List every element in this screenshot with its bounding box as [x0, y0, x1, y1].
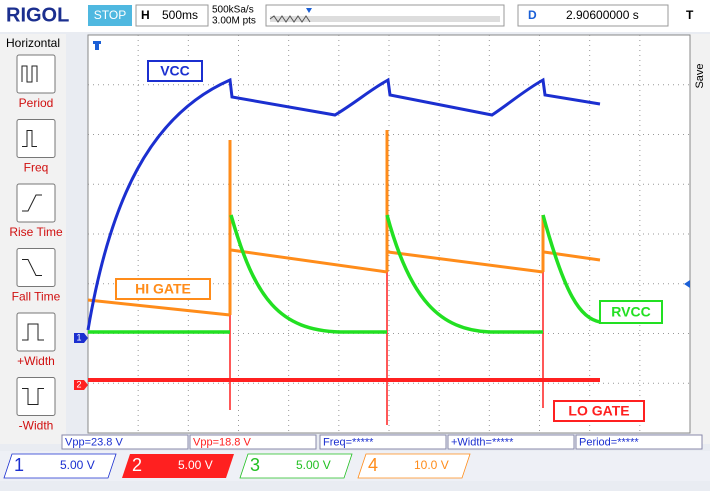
- trigger-marker: [93, 41, 101, 50]
- vcc-label: VCC: [160, 63, 190, 79]
- delay: 2.90600000 s: [566, 8, 639, 22]
- hi-gate-trace: [87, 130, 601, 317]
- menu-icon: [22, 323, 44, 341]
- menu-item[interactable]: Fall Time: [12, 248, 61, 304]
- menu-icon-box: [16, 248, 56, 287]
- memory-bar: [265, 4, 505, 27]
- measurement: Vpp=23.8 V: [65, 436, 123, 448]
- delay-label: D: [528, 8, 537, 22]
- menu-icon: [22, 259, 42, 276]
- trigger-level: [684, 280, 690, 288]
- menu-label: +Width: [17, 354, 55, 368]
- channel-box: [357, 453, 471, 479]
- rvcc-trace: [88, 214, 601, 334]
- menu-label: Period: [19, 96, 54, 110]
- rvcc-label: RVCC: [611, 304, 650, 320]
- menu-icon-box: [16, 377, 56, 416]
- channel-number[interactable]: 4: [368, 455, 378, 475]
- channel-bar: [0, 451, 710, 481]
- menu-item[interactable]: Rise Time: [9, 183, 63, 239]
- lo-gate-label: LO GATE: [568, 403, 629, 419]
- menu-icon: [22, 194, 42, 212]
- menu-icon-box: [16, 312, 56, 352]
- rvcc-label-box: [599, 300, 663, 324]
- measurement-box: [575, 434, 703, 450]
- timebase: 500ms: [162, 8, 198, 22]
- menu-item[interactable]: +Width: [16, 312, 56, 368]
- menu-icon-box: [16, 54, 56, 94]
- channel-scale[interactable]: 10.0 V: [414, 458, 449, 472]
- measurement-box: [189, 434, 317, 450]
- timebase-box[interactable]: [135, 4, 209, 27]
- hi-gate-label: HI GATE: [135, 281, 191, 297]
- side-menu-title: Horizontal: [6, 36, 60, 50]
- menu-items: Period Freq Rise Time Fall Time +Width -Width: [9, 54, 63, 433]
- vcc-trace: [86, 77, 601, 331]
- sample-rate: 500kSa/s: [212, 5, 254, 16]
- ch1-marker-label: 1: [76, 332, 81, 342]
- channel-scale[interactable]: 5.00 V: [178, 458, 213, 472]
- measurement: +Width=*****: [451, 436, 514, 448]
- menu-item[interactable]: Period: [16, 54, 56, 110]
- measurement: Period=*****: [579, 436, 639, 448]
- menu-icon-box: [16, 183, 56, 223]
- menu-label: -Width: [19, 419, 54, 433]
- vcc-label-box: [147, 60, 203, 82]
- menu-label: Rise Time: [9, 225, 63, 239]
- brand: RIGOL: [6, 4, 69, 26]
- delay-box[interactable]: [517, 4, 669, 27]
- menu-icon: [22, 388, 44, 405]
- menu-label: Freq: [24, 161, 49, 175]
- menu-icon: [21, 65, 38, 83]
- hi-gate-label-box: [115, 278, 211, 300]
- channel-scale[interactable]: 5.00 V: [60, 458, 95, 472]
- channel-number[interactable]: 3: [250, 455, 260, 475]
- save-button[interactable]: Save: [694, 63, 706, 88]
- memory-track: [270, 16, 500, 22]
- measurement: Vpp=18.8 V: [193, 436, 251, 448]
- channel-number[interactable]: 1: [14, 455, 24, 475]
- menu-icon: [22, 130, 37, 147]
- menu-item[interactable]: Freq: [16, 119, 56, 175]
- status: STOP: [94, 8, 126, 22]
- ch2-marker: [74, 380, 88, 390]
- menu-label: Fall Time: [12, 290, 61, 304]
- channel-number[interactable]: 2: [132, 455, 142, 475]
- timebase-label: H: [141, 8, 150, 22]
- right-menu: [690, 34, 710, 444]
- channel-box: [3, 453, 117, 479]
- measurements: Vpp=23.8 V Vpp=18.8 V Freq=***** +Width=***…: [61, 434, 703, 450]
- measurement-box: [61, 434, 189, 450]
- ch1-marker: [74, 333, 88, 343]
- channel-active-box: [122, 454, 234, 478]
- measurement-box: [447, 434, 575, 450]
- measurement-box: [319, 434, 447, 450]
- side-menu: [0, 34, 66, 444]
- status-box[interactable]: [88, 5, 132, 26]
- channel-box: [239, 453, 353, 479]
- ch2-marker-label: 2: [76, 379, 81, 389]
- memory-window: [269, 15, 311, 23]
- memory-depth: 3.00M pts: [212, 16, 256, 27]
- menu-item[interactable]: -Width: [16, 377, 56, 433]
- trigger-pos: [306, 8, 312, 13]
- channel-scale[interactable]: 5.00 V: [296, 458, 331, 472]
- measurement: Freq=*****: [323, 436, 374, 448]
- trigger-label: T: [686, 8, 694, 22]
- channels: 1 5.00 V 2 5.00 V 3 5.00 V 4 10.0 V: [0, 451, 710, 481]
- lo-gate-label-box: [553, 400, 645, 422]
- menu-icon-box: [16, 119, 56, 158]
